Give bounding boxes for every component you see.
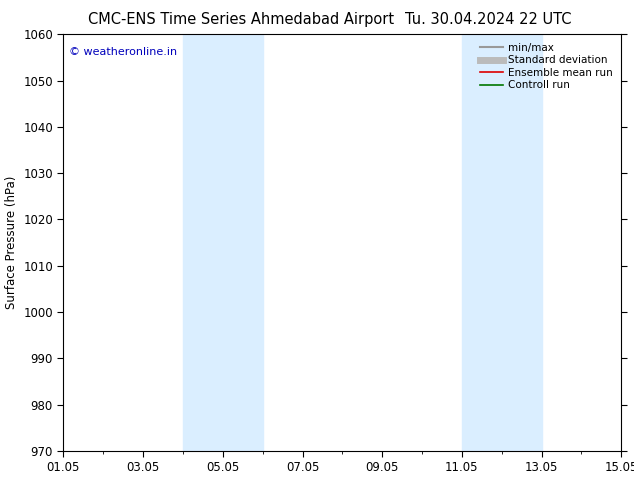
Bar — [183, 34, 262, 451]
Text: © weatheronline.in: © weatheronline.in — [69, 47, 177, 57]
Bar — [462, 34, 541, 451]
Text: CMC-ENS Time Series Ahmedabad Airport: CMC-ENS Time Series Ahmedabad Airport — [88, 12, 394, 27]
Y-axis label: Surface Pressure (hPa): Surface Pressure (hPa) — [4, 176, 18, 309]
Title: CMC-ENS Time Series Ahmedabad Airport     Tu. 30.04.2024 22 UTC: CMC-ENS Time Series Ahmedabad Airport Tu… — [0, 489, 1, 490]
Text: Tu. 30.04.2024 22 UTC: Tu. 30.04.2024 22 UTC — [405, 12, 571, 27]
Legend: min/max, Standard deviation, Ensemble mean run, Controll run: min/max, Standard deviation, Ensemble me… — [477, 40, 616, 94]
